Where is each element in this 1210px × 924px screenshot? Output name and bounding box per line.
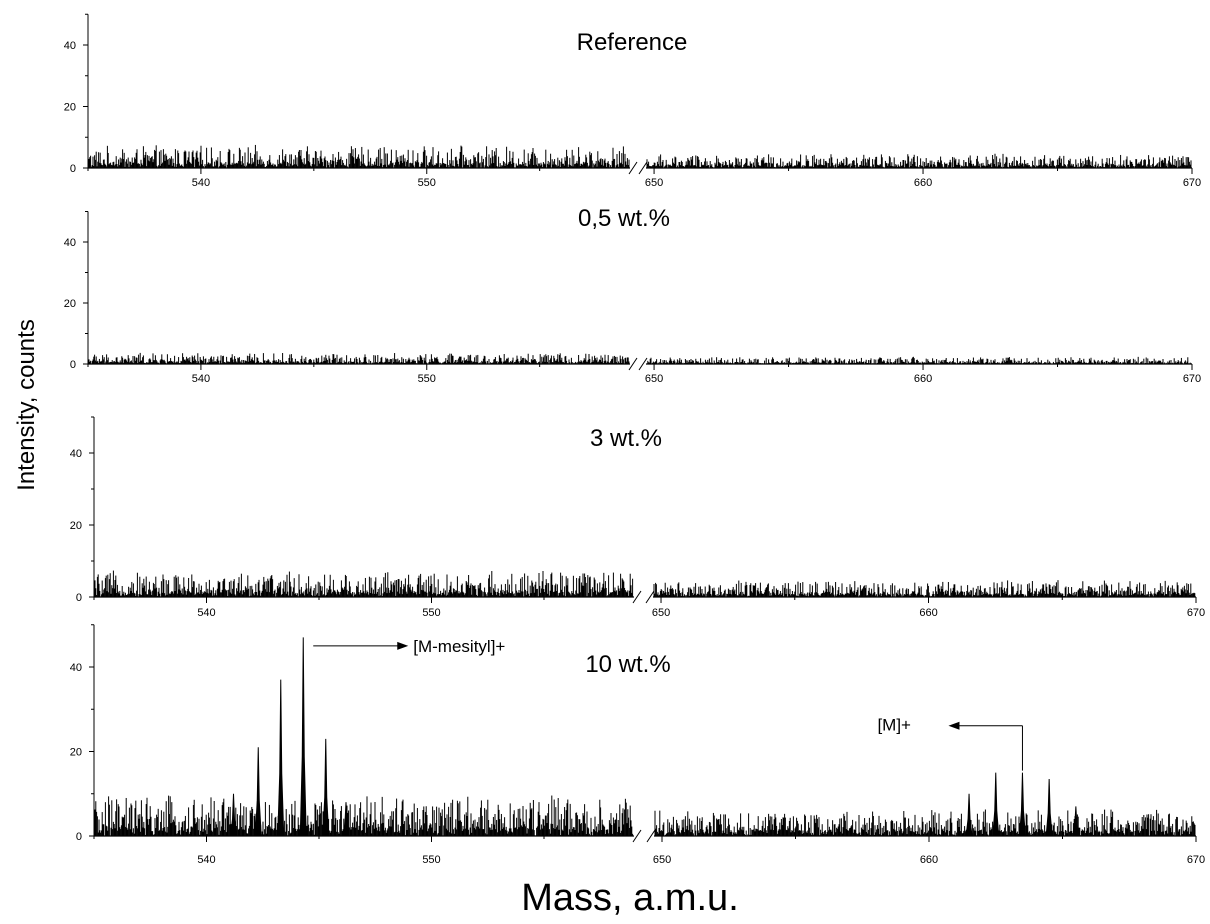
x-tick-label: 670: [1187, 854, 1205, 866]
x-tick-label: 670: [1187, 607, 1205, 619]
x-tick-label: 540: [197, 607, 215, 619]
noise-trace: [94, 795, 1196, 836]
panel-title: Reference: [577, 29, 688, 56]
axis-break-mark: [632, 590, 642, 604]
x-tick-label: 660: [914, 373, 932, 385]
x-tick-label: 550: [422, 854, 440, 866]
x-tick-label: 660: [914, 177, 932, 189]
y-tick-label: 20: [70, 520, 82, 532]
x-tick-label: 550: [422, 607, 440, 619]
panel-1: 0 20 40 540 550 650 660 670 0,5 wt.%: [64, 205, 1201, 385]
x-tick-label: 540: [192, 373, 210, 385]
x-tick-label: 650: [653, 854, 671, 866]
panel-title: 3 wt.%: [590, 425, 662, 452]
axis-break-mark: [645, 590, 655, 604]
y-tick-label: 40: [70, 662, 82, 674]
y-tick-label: 40: [70, 448, 82, 460]
y-tick-label: 0: [76, 831, 82, 843]
y-tick-label: 40: [64, 237, 76, 249]
panel-title: 0,5 wt.%: [578, 205, 670, 232]
axis-break-mark: [638, 161, 648, 175]
x-tick-label: 540: [197, 854, 215, 866]
y-tick-label: 0: [70, 163, 76, 175]
y-tick-label: 0: [70, 359, 76, 371]
x-tick-label: 650: [652, 607, 670, 619]
x-tick-label: 670: [1183, 177, 1201, 189]
noise-trace: [94, 570, 1196, 597]
y-tick-label: 40: [64, 40, 76, 52]
x-tick-label: 540: [192, 177, 210, 189]
x-tick-label: 660: [920, 854, 938, 866]
x-tick-label: 650: [645, 373, 663, 385]
x-tick-label: 670: [1183, 373, 1201, 385]
x-tick-label: 550: [418, 177, 436, 189]
noise-trace: [88, 352, 1192, 364]
axis-break-mark: [628, 161, 638, 175]
y-tick-label: 20: [64, 102, 76, 114]
y-tick-label: 20: [70, 747, 82, 759]
x-tick-label: 550: [418, 373, 436, 385]
y-tick-label: 20: [64, 298, 76, 310]
x-tick-label: 650: [645, 177, 663, 189]
panel-2: 0 20 40 540 550 650 660 670 3 wt.%: [70, 416, 1205, 619]
y-tick-label: 0: [76, 592, 82, 604]
axis-break-mark: [646, 829, 656, 843]
spectra-panels: 0 20 40 540 550 650 660 670 Reference 0 20 40 540 550…: [64, 13, 1205, 866]
axis-break-mark: [632, 829, 642, 843]
axis-break-mark: [628, 357, 638, 371]
noise-trace: [88, 144, 1192, 168]
axis-break-mark: [638, 357, 648, 371]
panel-0: 0 20 40 540 550 650 660 670 Reference: [64, 13, 1201, 189]
x-tick-label: 660: [919, 607, 937, 619]
